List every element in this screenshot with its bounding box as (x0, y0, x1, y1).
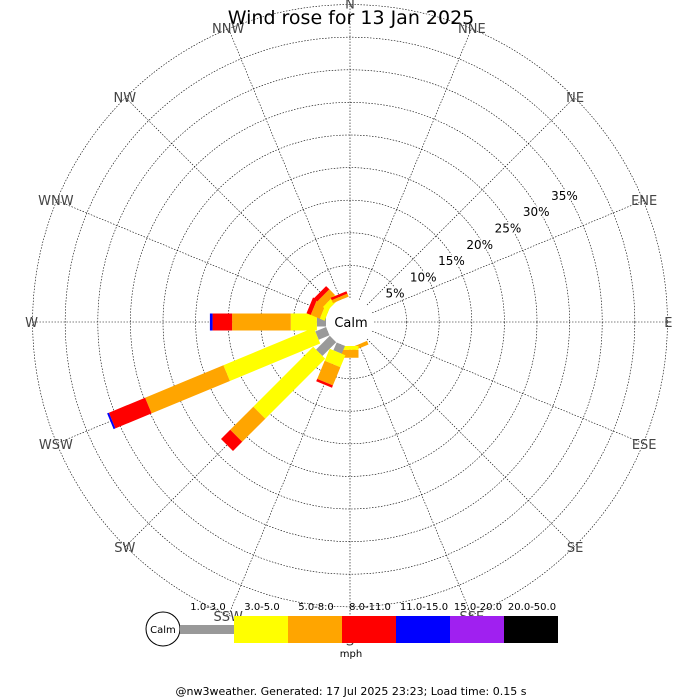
bar-wsw-1.0-3.0 (315, 327, 330, 340)
spoke-ese (372, 330, 644, 444)
legend-swatch-15.0-20.0 (450, 616, 504, 643)
legend-swatch-8.0-11.0 (342, 616, 396, 643)
direction-label-ne: NE (566, 91, 584, 106)
bar-ssw-8.0-11.0 (316, 378, 333, 388)
spoke-wnw (56, 200, 328, 314)
bar-ssw-3.0-5.0 (324, 348, 346, 368)
bar-nnw-8.0-11.0 (330, 291, 348, 301)
legend-label-5.0-8.0: 5.0-8.0 (298, 602, 333, 613)
direction-label-sw: SW (114, 541, 135, 556)
spoke-ne (366, 97, 575, 306)
legend-swatch-11.0-15.0 (396, 616, 450, 643)
direction-label-nnw: NNW (212, 22, 244, 37)
bar-sw-1.0-3.0 (316, 335, 337, 356)
footer-text: @nw3weather. Generated: 17 Jul 2025 23:2… (176, 685, 527, 698)
bar-sw-3.0-5.0 (253, 346, 326, 419)
speed-legend: Calm 1.0-3.0 3.0-5.0 5.0-8.0 8.0-11.0 11.0-1… (145, 602, 558, 660)
radial-tick-label: 25% (495, 222, 522, 236)
grid-ring (64, 36, 636, 608)
calm-circle (326, 298, 374, 346)
direction-label-e: E (664, 316, 672, 331)
bar-w-8.0-11.0 (212, 313, 233, 331)
chart-title: Wind rose for 13 Jan 2025 (228, 7, 475, 29)
legend-label-20.0-50.0: 20.0-50.0 (508, 602, 556, 613)
legend-swatch-5.0-8.0 (288, 616, 342, 643)
wind-bars (107, 286, 369, 451)
direction-label-wsw: WSW (39, 438, 73, 453)
bar-nw-8.0-11.0 (314, 286, 330, 302)
legend-swatch-1.0-3.0 (180, 625, 234, 634)
spoke-ssw (228, 344, 342, 616)
calm-label: Calm (334, 316, 367, 331)
direction-spokes (32, 4, 668, 640)
radial-tick-label: 10% (410, 270, 437, 284)
direction-label-se: SE (567, 541, 583, 556)
direction-label-w: W (25, 316, 38, 331)
bar-sw-8.0-11.0 (221, 429, 243, 451)
spoke-nw (125, 97, 334, 306)
bar-nnw-5.0-8.0 (331, 293, 349, 304)
legend-label-1.0-3.0: 1.0-3.0 (190, 602, 225, 613)
direction-label-n: N (345, 0, 355, 13)
bar-wsw-3.0-5.0 (223, 327, 321, 381)
radial-tick-label: 35% (551, 189, 578, 203)
direction-label-ese: ESE (632, 438, 657, 453)
radial-tick-labels: 5% 10%15%20%25%30%35% (384, 187, 579, 302)
bar-s-5.0-8.0 (341, 349, 359, 358)
spoke-se (366, 338, 575, 547)
radial-tick-label: 20% (466, 238, 493, 252)
bar-nw-5.0-8.0 (317, 289, 335, 307)
legend-unit: mph (340, 649, 362, 660)
legend-calm-label: Calm (150, 625, 176, 636)
bar-sw-5.0-8.0 (230, 406, 266, 442)
spoke-nne (358, 28, 472, 300)
bar-w-5.0-8.0 (232, 313, 291, 331)
legend-label-3.0-5.0: 3.0-5.0 (244, 602, 279, 613)
legend-label-11.0-15.0: 11.0-15.0 (400, 602, 448, 613)
bar-wsw-11.0-15.0 (107, 412, 116, 430)
legend-swatch-20.0-50.0 (504, 616, 558, 643)
bar-wsw-8.0-11.0 (108, 397, 152, 429)
spoke-ene (372, 200, 644, 314)
radial-tick-label: 15% (438, 254, 465, 268)
bar-ssw-5.0-8.0 (317, 360, 341, 386)
legend-label-8.0-11.0: 8.0-11.0 (349, 602, 391, 613)
direction-label-wnw: WNW (38, 194, 74, 209)
bar-ssw-1.0-3.0 (333, 342, 345, 354)
direction-label-ene: ENE (631, 194, 657, 209)
direction-label-nw: NW (114, 91, 137, 106)
bar-wnw-8.0-11.0 (306, 297, 318, 315)
spoke-sse (358, 344, 472, 616)
bar-s-3.0-5.0 (341, 346, 359, 350)
direction-label-nne: NNE (458, 22, 486, 37)
bar-w-11.0-15.0 (209, 313, 213, 331)
radial-tick-label: 30% (523, 205, 550, 219)
legend-label-15.0-20.0: 15.0-20.0 (454, 602, 502, 613)
legend-swatches: 1.0-3.0 3.0-5.0 5.0-8.0 8.0-11.0 11.0-15.0 15… (180, 602, 558, 643)
legend-swatch-3.0-5.0 (234, 616, 288, 643)
bar-wsw-5.0-8.0 (145, 365, 230, 414)
radial-tick-label: 5% (385, 287, 404, 301)
bar-w-3.0-5.0 (290, 313, 317, 331)
spoke-nnw (228, 28, 342, 300)
